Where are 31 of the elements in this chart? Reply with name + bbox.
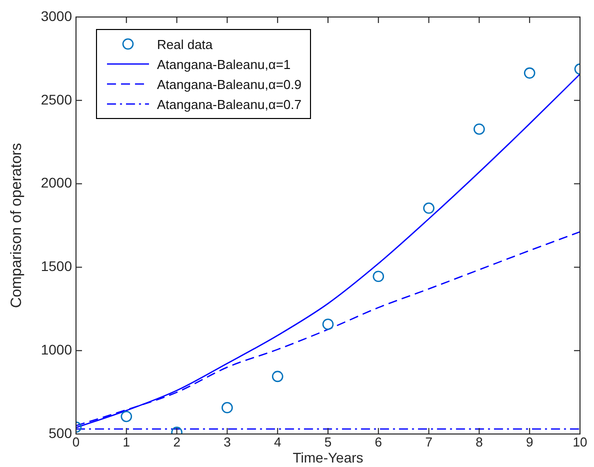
y-tick-label: 3000 — [40, 8, 72, 24]
y-tick-label: 500 — [48, 424, 72, 441]
x-tick-label: 10 — [572, 434, 588, 450]
x-tick-label: 7 — [425, 434, 432, 450]
x-tick-label: 5 — [324, 434, 332, 450]
x-tick-label: 2 — [173, 434, 180, 450]
y-tick-label: 1500 — [40, 258, 72, 274]
legend-label: Real data — [157, 36, 213, 52]
x-tick-label: 3 — [224, 434, 231, 450]
x-tick-label: 0 — [72, 434, 80, 450]
legend-label: Atangana-Baleanu,α=0.9 — [157, 76, 302, 92]
y-tick-label: 1000 — [40, 341, 72, 358]
y-axis-title: Comparison of operators — [8, 142, 26, 308]
point — [474, 123, 485, 135]
point — [120, 410, 132, 422]
point — [423, 202, 434, 214]
x-tick-label: 6 — [374, 434, 382, 450]
point — [322, 318, 334, 330]
legend-label: Atangana-Baleanu,α=1 — [157, 56, 291, 72]
x-tick-label: 9 — [526, 434, 534, 450]
x-tick-label: 8 — [476, 434, 483, 450]
point — [222, 402, 233, 414]
x-axis-title: Time-Years — [292, 449, 364, 466]
legend-label: Atangana-Baleanu,α=0.7 — [157, 96, 302, 112]
point — [272, 370, 284, 382]
y-tick-label: 2500 — [40, 91, 72, 108]
point — [372, 270, 384, 282]
point — [524, 67, 536, 79]
y-tick-label: 2000 — [40, 174, 72, 191]
x-tick-label: 4 — [274, 434, 282, 450]
x-tick-label: 1 — [122, 434, 130, 450]
